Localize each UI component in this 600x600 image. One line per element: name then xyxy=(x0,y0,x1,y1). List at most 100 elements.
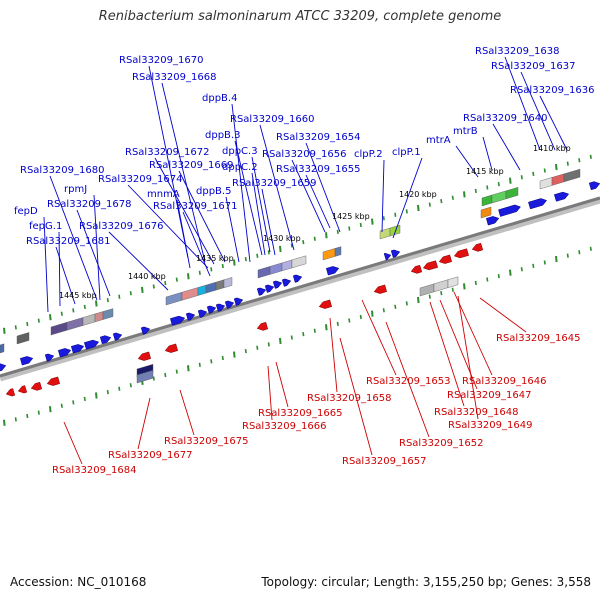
tick-mark-lower xyxy=(302,331,305,337)
forward-gene-arrow xyxy=(325,266,340,276)
forward-gene-arrow xyxy=(485,216,500,226)
forward-gene-arrow xyxy=(19,356,34,366)
tick-mark-upper xyxy=(290,243,293,248)
forward-gene-label: RSal33209_1671 xyxy=(153,201,237,212)
genome-backbone xyxy=(0,196,600,382)
tick-mark-upper xyxy=(417,204,420,212)
forward-leader-line xyxy=(93,194,101,301)
tick-mark-lower xyxy=(49,406,52,413)
forward-gene-label: rpmJ xyxy=(64,184,87,195)
forward-gene-label: RSal33209_1669 xyxy=(149,160,233,171)
map-title: Renibacterium salmoninarum ATCC 33209, c… xyxy=(98,9,502,24)
tick-mark-upper xyxy=(175,277,178,282)
scale-tick-label: 1445 kbp xyxy=(59,291,97,300)
forward-gene-label: RSal33209_1659 xyxy=(232,178,316,189)
tick-mark-upper xyxy=(348,226,351,231)
reverse-gene-label: RSal33209_1646 xyxy=(462,376,546,387)
feature-track xyxy=(0,168,581,384)
forward-gene-label: RSal33209_1670 xyxy=(119,55,203,66)
tick-mark-lower xyxy=(417,296,420,304)
reverse-leader-line xyxy=(137,397,151,450)
feature-block xyxy=(491,190,507,204)
tick-mark-upper xyxy=(72,308,75,313)
forward-leader-line xyxy=(43,216,49,313)
tick-mark-upper xyxy=(543,168,546,173)
forward-leader-line xyxy=(127,184,209,269)
forward-leader-line xyxy=(482,136,493,171)
feature-block xyxy=(563,168,581,183)
scale-tick-label: 1410 kbp xyxy=(533,144,571,153)
reverse-gene-arrow xyxy=(422,260,439,271)
feature-block xyxy=(480,206,492,219)
forward-leader-line xyxy=(455,145,479,178)
feature-block xyxy=(433,279,449,293)
forward-gene-arrow xyxy=(498,204,521,217)
forward-leader-line xyxy=(176,199,191,269)
feature-block xyxy=(66,317,84,331)
tick-mark-upper xyxy=(129,291,132,296)
scale-tick-label: 1415 kbp xyxy=(466,167,504,176)
tick-mark-upper xyxy=(164,280,167,286)
tick-mark-lower xyxy=(290,335,293,340)
tick-mark-lower xyxy=(325,324,328,331)
tick-mark-upper xyxy=(118,294,121,299)
forward-gene-label: RSal33209_1674 xyxy=(98,174,182,185)
tick-mark-lower xyxy=(336,321,339,326)
tick-mark-upper xyxy=(555,163,558,171)
forward-gene-arrow xyxy=(185,312,196,321)
reverse-leader-line xyxy=(63,421,83,465)
tick-mark-lower xyxy=(543,260,546,265)
tick-mark-upper xyxy=(210,267,213,272)
tick-mark-lower xyxy=(95,392,98,399)
tick-mark-upper xyxy=(428,202,431,207)
tick-mark-lower xyxy=(72,400,75,405)
tick-rows xyxy=(3,154,592,426)
forward-leader-line xyxy=(492,123,521,171)
tick-mark-upper xyxy=(336,229,339,234)
tick-mark-upper xyxy=(267,250,270,255)
forward-leader-line xyxy=(108,231,169,291)
tick-mark-lower xyxy=(405,301,408,306)
tick-mark-lower xyxy=(497,273,500,279)
forward-gene-label: fepD xyxy=(14,206,38,217)
forward-gene-arrow xyxy=(99,335,112,345)
feature-block xyxy=(269,262,283,275)
forward-leader-line xyxy=(234,140,263,256)
forward-gene-arrow xyxy=(233,297,244,306)
forward-gene-label: mnmA xyxy=(147,189,180,200)
forward-leader-line xyxy=(392,157,423,239)
genome-summary: Topology: circular; Length: 3,155,250 bp… xyxy=(261,575,591,589)
tick-mark-lower xyxy=(60,403,63,408)
forward-gene-label: dppC.3 xyxy=(222,146,258,157)
tick-mark-lower xyxy=(3,419,6,426)
tick-mark-upper xyxy=(14,325,17,330)
tick-mark-lower xyxy=(589,246,592,251)
forward-gene-label: RSal33209_1654 xyxy=(276,132,360,143)
tick-mark-upper xyxy=(141,286,144,293)
reverse-gene-label: RSal33209_1657 xyxy=(342,456,426,467)
tick-mark-upper xyxy=(187,273,190,280)
forward-leader-line xyxy=(148,65,189,259)
reverse-gene-arrow xyxy=(5,388,16,397)
forward-gene-arrow xyxy=(44,353,55,362)
tick-mark-upper xyxy=(302,239,305,245)
forward-leader-line xyxy=(231,103,251,263)
forward-gene-label: RSal33209_1680 xyxy=(20,165,104,176)
feature-block xyxy=(215,279,225,291)
tick-mark-upper xyxy=(509,177,512,184)
reverse-gene-label: RSal33209_1652 xyxy=(399,438,483,449)
tick-mark-lower xyxy=(520,267,523,272)
tick-mark-lower xyxy=(463,283,466,290)
tick-mark-lower xyxy=(566,253,569,258)
feature-block xyxy=(257,266,271,279)
tick-mark-lower xyxy=(106,389,109,395)
tick-mark-upper xyxy=(221,263,224,269)
forward-gene-label: fepG.1 xyxy=(29,221,62,232)
tick-mark-upper xyxy=(106,297,109,303)
forward-gene-label: RSal33209_1638 xyxy=(475,46,559,57)
tick-mark-lower xyxy=(371,310,374,317)
forward-gene-arrow xyxy=(256,287,267,296)
tick-mark-lower xyxy=(555,255,558,263)
scale-tick-label: 1425 kbp xyxy=(332,212,370,221)
forward-leader-line xyxy=(154,157,215,265)
